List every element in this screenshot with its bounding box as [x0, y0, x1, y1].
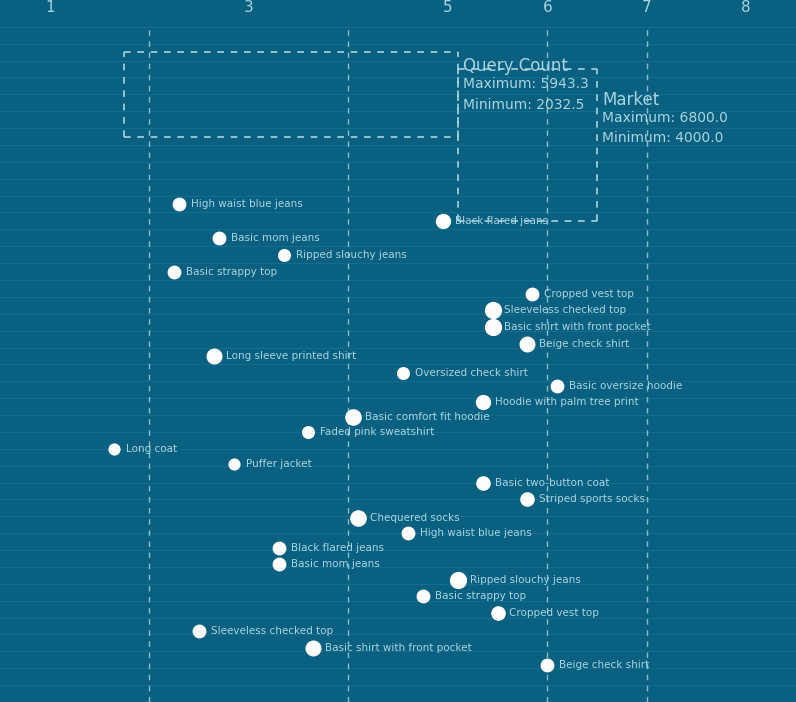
Text: Minimum: 4000.0: Minimum: 4000.0	[602, 131, 724, 145]
Text: Basic oversize hoodie: Basic oversize hoodie	[569, 381, 682, 391]
Text: Ripped slouchy jeans: Ripped slouchy jeans	[470, 576, 580, 585]
Point	[486, 305, 499, 316]
Text: Long sleeve printed shirt: Long sleeve printed shirt	[226, 351, 356, 361]
Text: Query Count: Query Count	[462, 57, 568, 75]
Text: Ripped slouchy jeans: Ripped slouchy jeans	[295, 250, 406, 260]
Point	[228, 458, 240, 470]
Point	[168, 266, 181, 277]
Point	[491, 607, 504, 618]
Text: Cropped vest top: Cropped vest top	[544, 289, 634, 298]
Text: Market: Market	[602, 91, 659, 109]
Point	[401, 528, 414, 539]
Text: Puffer jacket: Puffer jacket	[246, 459, 311, 469]
Point	[193, 625, 205, 637]
Point	[486, 322, 499, 333]
Text: Minimum: 2032.5: Minimum: 2032.5	[462, 98, 584, 112]
Text: Maximum: 5943.3: Maximum: 5943.3	[462, 77, 588, 91]
Point	[307, 642, 320, 654]
Text: Basic strappy top: Basic strappy top	[435, 590, 526, 601]
Point	[302, 426, 315, 437]
Text: Sleeveless checked top: Sleeveless checked top	[211, 626, 333, 636]
Point	[347, 411, 360, 423]
Point	[521, 338, 534, 350]
Point	[272, 558, 285, 569]
Text: Beige check shirt: Beige check shirt	[560, 660, 650, 670]
Point	[551, 380, 564, 392]
Point	[272, 543, 285, 554]
Point	[173, 199, 185, 210]
Text: High waist blue jeans: High waist blue jeans	[191, 199, 302, 209]
Text: Striped sports socks: Striped sports socks	[540, 494, 646, 505]
Text: Basic strappy top: Basic strappy top	[186, 267, 277, 277]
Point	[476, 396, 489, 407]
Text: Sleeveless checked top: Sleeveless checked top	[505, 305, 626, 315]
Point	[352, 512, 365, 524]
Text: Basic mom jeans: Basic mom jeans	[231, 233, 319, 243]
Text: Chequered socks: Chequered socks	[370, 513, 460, 523]
Text: High waist blue jeans: High waist blue jeans	[420, 528, 532, 538]
Point	[451, 575, 464, 586]
Text: Long coat: Long coat	[127, 444, 178, 453]
Text: Basic two-button coat: Basic two-button coat	[494, 477, 609, 488]
Text: Maximum: 6800.0: Maximum: 6800.0	[602, 111, 728, 125]
Text: Oversized check shirt: Oversized check shirt	[415, 368, 528, 378]
Point	[108, 443, 121, 454]
Text: Basic shirt with front pocket: Basic shirt with front pocket	[326, 643, 472, 653]
Point	[526, 288, 539, 299]
Point	[213, 232, 225, 244]
Text: Basic shirt with front pocket: Basic shirt with front pocket	[505, 322, 651, 332]
Point	[476, 477, 489, 488]
Text: Basic comfort fit hoodie: Basic comfort fit hoodie	[365, 412, 490, 422]
Point	[396, 367, 409, 378]
Point	[416, 590, 429, 602]
Text: Hoodie with palm tree print: Hoodie with palm tree print	[494, 397, 638, 406]
Point	[436, 216, 449, 227]
Point	[208, 350, 220, 362]
Text: Black flared jeans: Black flared jeans	[291, 543, 384, 553]
Text: Black flared jeans: Black flared jeans	[455, 216, 548, 226]
Point	[277, 249, 290, 260]
Point	[541, 659, 554, 670]
Text: Beige check shirt: Beige check shirt	[540, 339, 630, 349]
Text: Faded pink sweatshirt: Faded pink sweatshirt	[321, 427, 435, 437]
Text: Basic mom jeans: Basic mom jeans	[291, 559, 379, 569]
Text: Cropped vest top: Cropped vest top	[509, 607, 599, 618]
Point	[521, 494, 534, 505]
